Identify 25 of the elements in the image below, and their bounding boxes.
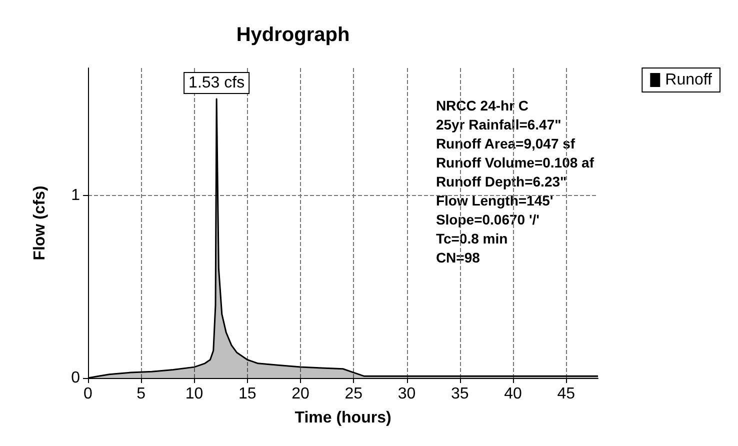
annotation: Runoff Volume=0.108 af <box>436 154 594 170</box>
legend-label: Runoff <box>665 72 713 88</box>
x-tick-label: 5 <box>136 386 146 402</box>
annotation: NRCC 24-hr C <box>436 98 529 114</box>
x-tick-label: 30 <box>398 386 416 402</box>
x-tick-label: 20 <box>292 386 310 402</box>
annotation: 25yr Rainfall=6.47" <box>436 116 562 132</box>
annotation: Tc=0.8 min <box>436 230 508 246</box>
y-tick-label: 1 <box>71 187 80 204</box>
x-axis-title: Time (hours) <box>294 410 392 426</box>
x-tick-label: 0 <box>84 386 93 402</box>
annotation: Slope=0.0670 '/' <box>436 212 540 228</box>
x-tick-label: 10 <box>185 386 204 402</box>
x-tick-label: 40 <box>504 386 522 402</box>
annotation: Runoff Depth=6.23" <box>436 174 567 190</box>
x-tick-label: 15 <box>238 386 256 402</box>
x-tick-label: 45 <box>557 386 576 402</box>
chart-title: Hydrograph <box>236 24 350 46</box>
x-tick-label: 35 <box>450 386 469 402</box>
annotation: Runoff Area=9,047 sf <box>436 136 576 152</box>
x-tick-label: 25 <box>344 386 363 402</box>
annotation: Flow Length=145' <box>436 192 554 208</box>
annotation: CN=98 <box>436 250 480 266</box>
y-axis-title: Flow (cfs) <box>32 186 48 260</box>
annotation: 1.53 cfs <box>188 74 245 92</box>
